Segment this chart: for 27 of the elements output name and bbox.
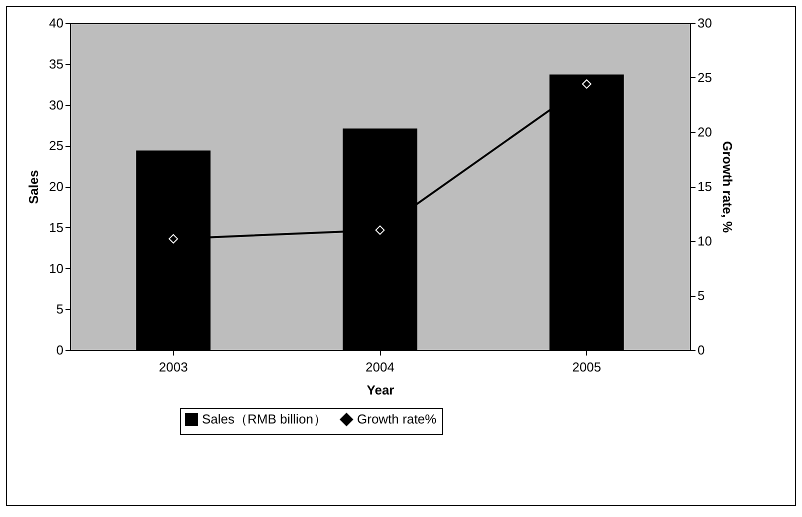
y-tick-label: 25 (49, 138, 64, 154)
x-axis-title: Year (366, 382, 394, 398)
y-tick-label: 30 (49, 97, 64, 112)
y-tick-label: 40 (49, 16, 64, 30)
legend-label: Growth rate% (357, 412, 437, 427)
y-tick-label: 5 (56, 302, 64, 317)
y2-tick-label: 20 (698, 124, 712, 140)
y-tick-label: 10 (49, 260, 64, 276)
y-tick-label: 15 (49, 220, 64, 235)
y-tick-label: 20 (49, 179, 64, 194)
y2-tick-label: 25 (698, 70, 712, 85)
y2-tick-label: 0 (698, 342, 705, 358)
point (375, 225, 385, 235)
x-tick-label: 2005 (572, 360, 602, 374)
legend-label: Sales（RMB billion） (202, 412, 326, 427)
y2-tick-label: 15 (698, 179, 712, 194)
y-axis-title: Sales (26, 170, 42, 204)
point (582, 79, 592, 89)
y2-tick-label: 5 (698, 288, 705, 303)
y2-tick-label: 10 (698, 234, 712, 248)
x-tick-label: 2004 (366, 360, 394, 374)
y-tick-label: 35 (49, 56, 64, 72)
y2-tick-label: 30 (698, 16, 712, 30)
y2-axis-title: Growth rate, % (720, 141, 735, 234)
y-tick-label: 0 (56, 342, 64, 358)
x-tick-label: 2003 (158, 360, 188, 374)
point (168, 234, 178, 244)
